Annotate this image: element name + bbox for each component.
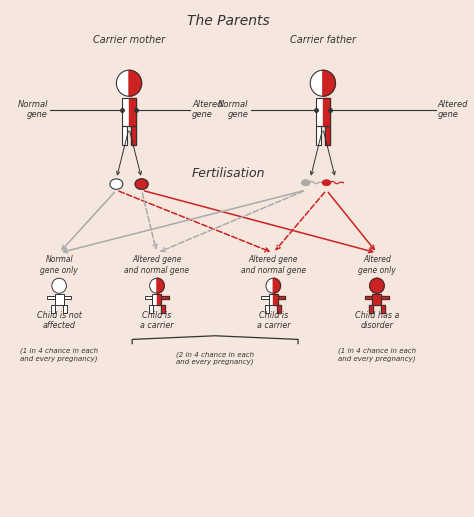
Bar <box>381 305 385 313</box>
Bar <box>63 305 67 313</box>
Bar <box>369 305 373 313</box>
Bar <box>377 294 382 305</box>
Bar <box>64 296 71 299</box>
Bar <box>273 294 278 305</box>
Bar <box>325 126 330 145</box>
Wedge shape <box>150 278 157 293</box>
Bar <box>278 296 285 299</box>
Text: Altered
gene only: Altered gene only <box>358 255 396 275</box>
Ellipse shape <box>110 179 123 189</box>
Bar <box>47 296 55 299</box>
Bar <box>382 296 389 299</box>
Text: (1 in 4 chance in each
and every pregnancy): (1 in 4 chance in each and every pregnan… <box>20 348 98 362</box>
Text: Carrier father: Carrier father <box>290 35 356 45</box>
Wedge shape <box>266 278 273 293</box>
Bar <box>278 296 285 299</box>
Bar <box>63 305 67 313</box>
Bar <box>55 294 59 305</box>
Text: Normal
gene: Normal gene <box>18 100 48 119</box>
Text: Fertilisation: Fertilisation <box>191 168 265 180</box>
Bar <box>316 126 321 145</box>
Bar <box>277 305 282 313</box>
Bar <box>47 296 55 299</box>
Bar <box>365 296 373 299</box>
Bar <box>365 296 373 299</box>
Bar <box>153 294 157 305</box>
Wedge shape <box>117 70 129 96</box>
Text: The Parents: The Parents <box>187 14 270 28</box>
Bar <box>161 305 165 313</box>
Ellipse shape <box>322 180 330 186</box>
Bar <box>59 294 64 305</box>
Bar <box>122 98 136 126</box>
Bar <box>316 98 330 126</box>
Bar <box>157 294 162 305</box>
Bar <box>131 126 136 145</box>
Bar <box>122 98 129 126</box>
Bar <box>316 98 323 126</box>
Bar <box>145 296 153 299</box>
Wedge shape <box>52 278 59 293</box>
Bar <box>51 305 55 313</box>
Bar <box>129 98 136 126</box>
Bar <box>323 98 330 126</box>
Text: Child is not
affected: Child is not affected <box>36 311 82 330</box>
Wedge shape <box>377 278 384 293</box>
Bar <box>373 294 382 305</box>
Wedge shape <box>370 278 377 293</box>
Ellipse shape <box>135 179 148 189</box>
Text: Child has a
disorder: Child has a disorder <box>355 311 399 330</box>
Wedge shape <box>157 278 164 293</box>
Wedge shape <box>273 278 281 293</box>
Text: Altered gene
and normal gene: Altered gene and normal gene <box>241 255 306 275</box>
Text: Child is
a carrier: Child is a carrier <box>256 311 290 330</box>
Ellipse shape <box>301 180 310 186</box>
Text: Child is
a carrier: Child is a carrier <box>140 311 173 330</box>
Wedge shape <box>59 278 66 293</box>
Text: (2 in 4 chance in each
and every pregnancy): (2 in 4 chance in each and every pregnan… <box>176 352 254 366</box>
Text: Normal
gene: Normal gene <box>218 100 248 119</box>
Text: Altered
gene: Altered gene <box>192 100 223 119</box>
Bar <box>122 126 127 145</box>
Bar <box>51 305 55 313</box>
Bar <box>149 305 153 313</box>
Text: (1 in 4 chance in each
and every pregnancy): (1 in 4 chance in each and every pregnan… <box>338 348 416 362</box>
Text: Normal
gene only: Normal gene only <box>40 255 78 275</box>
Bar <box>373 294 377 305</box>
Bar <box>369 305 373 313</box>
Bar <box>161 305 165 313</box>
Bar <box>269 294 278 305</box>
Text: Altered gene
and normal gene: Altered gene and normal gene <box>124 255 190 275</box>
Bar <box>162 296 169 299</box>
Bar <box>381 305 385 313</box>
Bar <box>316 126 321 145</box>
Bar <box>325 126 330 145</box>
Bar <box>145 296 153 299</box>
Bar <box>149 305 153 313</box>
Bar <box>131 126 136 145</box>
Wedge shape <box>310 70 323 96</box>
Bar <box>122 126 127 145</box>
Bar <box>382 296 389 299</box>
Text: Altered
gene: Altered gene <box>438 100 468 119</box>
Bar <box>265 305 269 313</box>
Wedge shape <box>129 70 142 96</box>
Text: Carrier mother: Carrier mother <box>93 35 165 45</box>
Bar <box>55 294 64 305</box>
Bar <box>277 305 282 313</box>
Bar <box>64 296 71 299</box>
Bar <box>262 296 269 299</box>
Bar <box>265 305 269 313</box>
Bar <box>262 296 269 299</box>
Bar <box>153 294 162 305</box>
Wedge shape <box>323 70 336 96</box>
Bar <box>162 296 169 299</box>
Bar <box>269 294 273 305</box>
